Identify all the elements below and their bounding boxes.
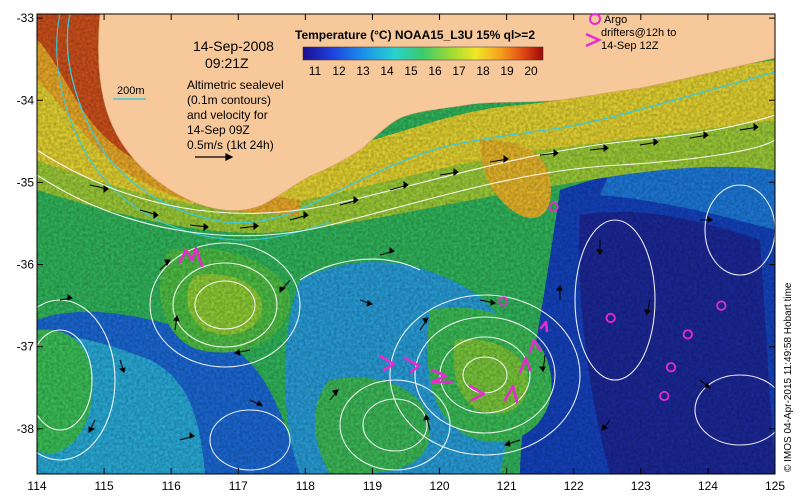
lat-tick-label: -38 [17,422,35,436]
colorbar-tick-label: 18 [476,64,490,78]
colorbar [302,46,544,61]
map-time: 09:21Z [205,55,249,71]
colorbar-tick-label: 19 [500,64,514,78]
argo-legend-line: 14-Sep 12Z [601,40,659,52]
altimetry-note: Altimetric sealevel (0.1m contours) and … [187,78,284,152]
argo-float-marker [498,296,509,307]
lat-tick-label: -33 [17,11,35,25]
argo-float-marker [682,329,693,340]
argo-float-marker [665,362,677,373]
velocity-scale-arrow [195,153,234,161]
lon-tick-label: 120 [430,479,450,493]
lon-tick-label: 114 [27,479,46,493]
land-western-australia [98,13,776,211]
argo-float-marker [548,201,559,213]
sea-level-contours [37,114,775,471]
lon-tick-label: 116 [162,479,181,493]
argo-float-markers [498,201,727,402]
lon-tick-label: 122 [564,479,584,493]
colorbar-tick-label: 17 [452,64,466,78]
altimetry-note-line: and velocity for [187,108,268,122]
velocity-arrows [59,123,759,447]
colorbar-tick-label: 15 [404,64,418,78]
altimetry-note-line: 0.5m/s (1kt 24h) [187,138,274,152]
lon-tick-label: 124 [698,479,718,493]
lat-tick-label: -36 [17,258,35,272]
colorbar-tick-label: 16 [428,64,442,78]
credit-text: © IMOS 04-Apr-2015 11:49:58 Hobart time [783,282,794,472]
altimetry-note-line: 14-Sep 09Z [187,123,250,137]
isobath-legend-label: 200m [117,85,145,97]
lat-tick-label: -34 [17,93,35,107]
isobath-200m-south [56,13,331,241]
argo-float-marker [716,300,727,311]
longitude-axis: 114 115 116 117 118 119 120 121 122 123 124 125 [27,14,785,493]
credit-sidebar: © IMOS 04-Apr-2015 11:49:58 Hobart time [783,282,794,472]
colorbar-tick-label: 12 [332,64,346,78]
argo-float-marker [659,390,670,402]
isobath-200m [66,13,776,224]
lon-tick-label: 119 [363,479,382,493]
argo-legend-line: Argo [604,14,627,26]
colorbar-tick-label: 11 [309,64,322,78]
lon-tick-label: 123 [631,479,651,493]
lon-tick-label: 125 [765,479,785,493]
colorbar-tick-label: 13 [356,64,370,78]
lon-tick-label: 115 [95,479,114,493]
altimetry-note-line: (0.1m contours) [187,93,271,107]
colorbar-title: Temperature (°C) NOAA15_L3U 15% ql>=2 [295,28,535,42]
argo-legend-track [585,32,602,48]
colorbar-tick-label: 14 [380,64,394,78]
lon-tick-label: 117 [229,479,248,493]
altimetry-note-line: Altimetric sealevel [187,78,284,92]
argo-legend-line: drifters@12h to [601,27,676,39]
argo-float-marker [605,312,616,324]
colorbar-tick-label: 20 [524,64,538,78]
map-date: 14-Sep-2008 [193,38,274,54]
latitude-axis: -33 -34 -35 -36 -37 -38 [17,11,775,436]
lon-tick-label: 118 [296,479,315,493]
colorbar-ticks: 11 12 13 14 15 16 17 18 19 20 [309,64,538,78]
map-frame [36,13,776,475]
lon-tick-label: 121 [497,479,517,493]
lat-tick-label: -37 [17,340,35,354]
argo-drifter-tracks [178,246,549,404]
argo-legend-marker [589,13,601,25]
lat-tick-label: -35 [17,175,35,189]
